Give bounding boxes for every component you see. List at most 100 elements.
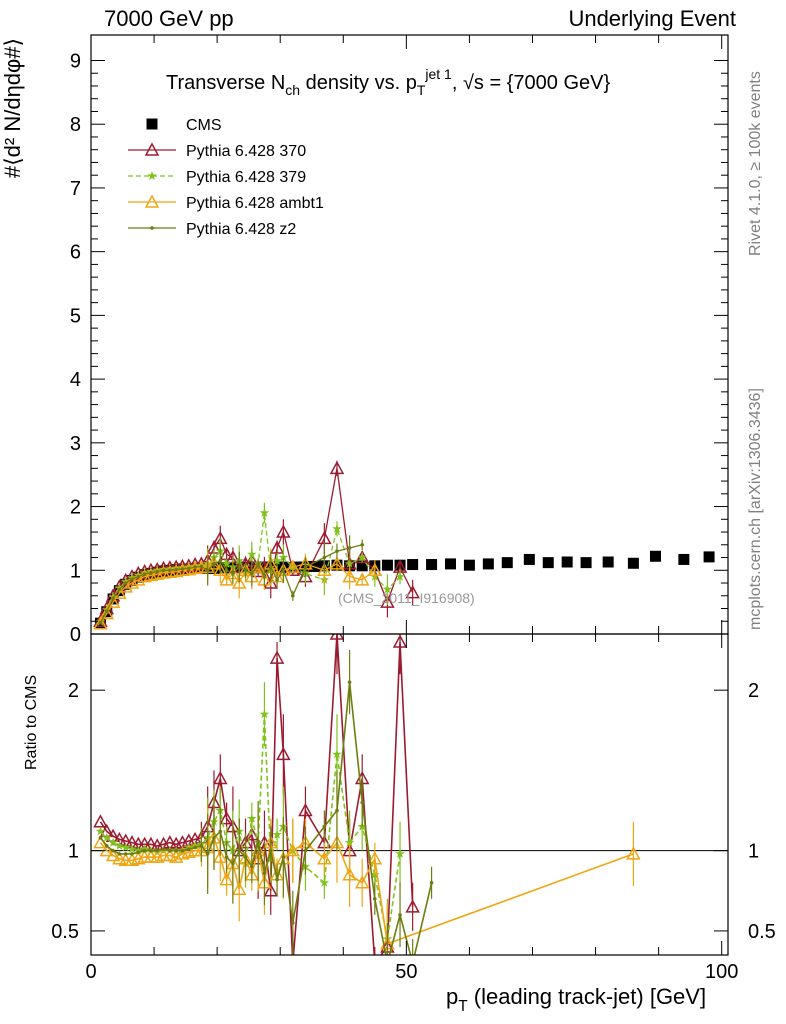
ratio-point (269, 650, 285, 664)
y-tick-label: 5 (70, 305, 81, 327)
ratio-point (114, 840, 125, 850)
ratio-point (98, 836, 103, 840)
legend-marker (144, 194, 160, 208)
y-tick-label: 8 (70, 114, 81, 136)
ratio-point (268, 848, 273, 853)
data-point (105, 594, 121, 608)
x-tick-label: 50 (395, 961, 417, 983)
ratio-point (149, 848, 153, 853)
data-point (247, 549, 257, 559)
ratio-point (111, 848, 115, 853)
ratio-point (317, 851, 332, 865)
ratio-point (95, 826, 106, 836)
data-point (117, 587, 122, 592)
data-point (291, 593, 295, 598)
ratio-point (120, 842, 131, 852)
y-tick-label: 6 (70, 242, 81, 264)
ratio-point (287, 957, 299, 968)
data-point (542, 557, 554, 569)
ratio-y-tick-label-right: 0.5 (748, 921, 776, 943)
data-point (344, 558, 355, 568)
data-point (105, 588, 121, 602)
data-point (275, 578, 279, 582)
ratio-y-tick-label-right: 2 (748, 680, 759, 702)
ratio-point (186, 847, 191, 851)
data-point (219, 572, 234, 586)
legend-marker (150, 226, 154, 230)
data-point (213, 562, 228, 577)
data-point (335, 549, 339, 553)
plot-title: Transverse Nch density vs. pTjet 1, √s =… (166, 66, 611, 99)
data-point (231, 571, 235, 576)
legend-marker (146, 118, 158, 130)
panel-frames (90, 34, 729, 956)
data-point (602, 556, 614, 568)
legend: CMS Pythia 6.428 370 Pythia 6.428 379 Pythi… (128, 117, 324, 238)
data-point (444, 558, 456, 570)
ratio-point (285, 843, 301, 857)
ratio-y-tick-label: 1 (68, 841, 79, 863)
data-point (278, 552, 289, 562)
ratio-point (212, 836, 216, 840)
ratio-point (168, 848, 172, 853)
ratio-point (205, 852, 210, 856)
data-point (111, 596, 115, 601)
data-point (161, 568, 166, 573)
data-point (329, 460, 345, 475)
legend-entry-4: Pythia 6.428 z2 (128, 221, 296, 238)
ratio-point (344, 837, 355, 847)
ratio-line-3 (99, 682, 433, 955)
ratio-panel-frame (90, 633, 729, 956)
data-point (678, 553, 690, 565)
data-point (262, 574, 267, 579)
ratio-point (193, 845, 197, 850)
legend-label: Pythia 6.428 z2 (186, 221, 296, 238)
data-point (231, 575, 247, 589)
data-point (381, 559, 393, 571)
data-point (250, 571, 254, 576)
ratio-point (231, 861, 235, 866)
ratio-point (139, 844, 150, 854)
data-point (332, 523, 342, 533)
ratio-point (250, 864, 254, 869)
ratio-point (127, 844, 137, 854)
data-point (123, 581, 128, 585)
legend-label: Pythia 6.428 ambt1 (186, 195, 324, 212)
ratio-point (262, 871, 267, 875)
data-point (149, 571, 153, 575)
header-right: Underlying Event (568, 6, 736, 31)
ratio-point (322, 824, 327, 829)
ratio-point (231, 881, 247, 895)
data-point (382, 584, 393, 594)
ratio-point (112, 851, 127, 865)
legend-entry-1: Pythia 6.428 370 (128, 142, 306, 160)
data-point (322, 555, 327, 560)
ratio-y-axis-title: Ratio to CMS (23, 674, 40, 770)
ratio-point (180, 848, 185, 853)
data-point (296, 561, 308, 573)
data-point (263, 575, 279, 589)
data-point (272, 555, 282, 565)
data-point (174, 567, 178, 572)
data-point (285, 559, 301, 573)
data-point (281, 568, 286, 573)
ratio-point (213, 770, 228, 785)
data-point (561, 556, 573, 568)
ratio-point (219, 871, 234, 886)
data-point (212, 562, 216, 566)
data-point (186, 566, 191, 571)
y-tick-label: 1 (70, 560, 81, 582)
data-point (93, 616, 108, 630)
ratio-point (219, 811, 234, 825)
rivet-label: Rivet 4.1.0, ≥ 100k events (747, 71, 764, 256)
data-point (104, 609, 109, 613)
ratio-point (199, 844, 204, 848)
ratio-point (298, 802, 313, 817)
data-point (649, 550, 661, 562)
y-tick-label: 3 (70, 433, 81, 455)
ratio-point (93, 814, 108, 828)
data-point (342, 569, 357, 583)
y-tick-label: 9 (70, 50, 81, 72)
analysis-watermark: (CMS_2011_I916908) (338, 590, 475, 606)
header-left: 7000 GeV pp (104, 6, 234, 31)
